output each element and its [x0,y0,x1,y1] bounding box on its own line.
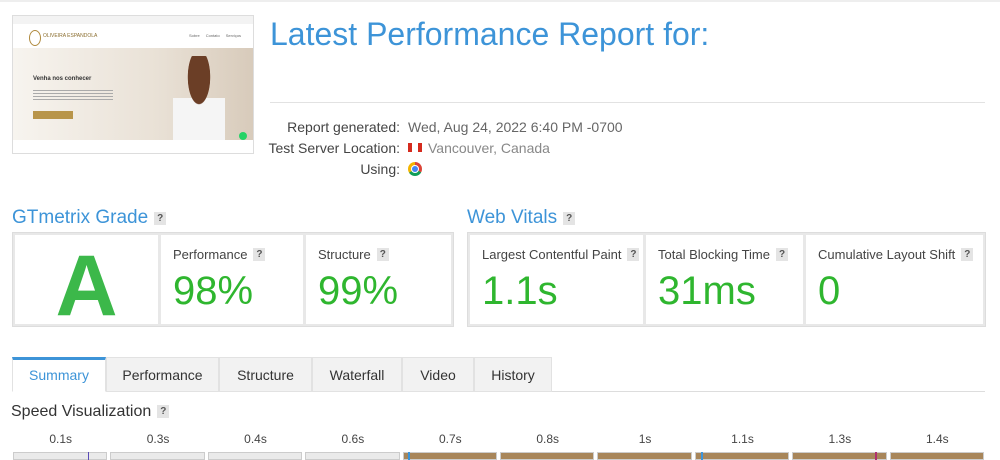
grade-letter: A [55,238,118,334]
time-label: 0.1s [49,432,73,446]
time-label: 1.3s [828,432,852,446]
metric-label: Structure? [318,247,389,262]
metric-value: 31ms [658,269,756,313]
help-icon[interactable]: ? [961,248,974,261]
metric-name: Cumulative Layout Shift [818,247,956,262]
metric-cell: Structure? 99% [306,235,451,324]
thumb-nav-item: Serviços [225,33,242,38]
tab[interactable]: Waterfall [312,357,402,392]
metric-name: Performance [173,247,248,262]
time-label: 0.7s [438,432,462,446]
thumb-person [173,56,225,140]
marker [408,452,410,460]
metric-label: Cumulative Layout Shift? [818,247,974,262]
chrome-icon [408,162,422,176]
time-label: 0.4s [244,432,267,446]
top-bar [0,0,1000,2]
thumb-headline: Venha nos conhecer [33,76,92,82]
metric-label: Total Blocking Time? [658,247,788,262]
page-title: Latest Performance Report for: [270,16,710,52]
marker [875,452,877,460]
metric-value: 98% [173,269,254,313]
metric-name: Largest Contentful Paint [482,247,622,262]
frame [207,452,303,460]
thumb-logo [29,30,41,46]
thumb-nav-item: Sobre [189,33,200,38]
grade-title: GTmetrix Grade [12,207,149,228]
chrome-center [412,166,418,172]
frame [694,452,790,460]
time-label: 0.3s [146,432,170,446]
tab[interactable]: History [474,357,552,392]
frame [500,452,595,460]
metric-value: 0 [818,269,841,313]
frame [792,452,887,460]
canada-flag [408,143,422,152]
tab[interactable]: Performance [106,357,219,392]
frame [110,452,205,460]
vitals-title: Web Vitals [467,207,558,228]
section-title: Speed Visualization? [11,403,170,421]
time-label: 0.6s [341,432,365,446]
frame [402,452,497,460]
time-label: 1.1s [731,432,754,446]
frame [889,452,984,460]
thumb-brand: OLIVEIRA ESPANDOLA [43,33,98,39]
thumb-text [33,88,113,102]
report-value: Wed, Aug 24, 2022 6:40 PM -0700 [408,119,623,135]
site-thumbnail[interactable]: OLIVEIRA ESPANDOLA Sobre Contato Serviço… [12,15,254,154]
report-value: Vancouver, Canada [428,140,550,156]
metric-label: Largest Contentful Paint? [482,247,640,262]
help-icon[interactable]: ? [627,248,640,261]
speed-title: Speed Visualization [11,403,152,420]
divider [270,102,985,103]
help-icon[interactable]: ? [253,248,266,261]
help-icon[interactable]: ? [154,212,167,225]
vitals-box: Largest Contentful Paint? 1.1s Total Blo… [467,232,986,327]
time-label: 1.4s [925,432,949,446]
report-label: Report generated: [287,119,400,135]
frame [13,452,108,460]
metric-cell: Total Blocking Time? 31ms [646,235,803,324]
tab[interactable]: Structure [219,357,312,392]
thumb-nav-item: Contato [205,33,220,38]
thumb-whatsapp [239,132,247,140]
time-label: 1s [638,432,652,446]
metric-label: Performance? [173,247,266,262]
help-icon[interactable]: ? [563,212,576,225]
grade-cell: A [15,235,158,334]
frame [305,452,400,460]
thumb-nav: Sobre Contato Serviços [189,33,241,38]
section-title: Web Vitals? [467,207,576,229]
metric-name: Total Blocking Time [658,247,770,262]
frame [597,452,692,460]
grade-box: A Performance? 98% Structure? 99% [12,232,454,334]
metric-cell: Cumulative Layout Shift? 0 [806,235,983,324]
thumb-button [33,111,73,119]
help-icon[interactable]: ? [376,248,389,261]
metric-value: 99% [318,269,399,313]
help-icon[interactable]: ? [776,248,788,261]
marker [88,452,89,460]
report-label: Using: [360,161,400,177]
tab[interactable]: Summary [12,357,106,392]
metric-cell: Largest Contentful Paint? 1.1s [470,235,643,324]
tab[interactable]: Video [402,357,474,392]
marker [701,452,703,460]
help-icon[interactable]: ? [157,405,170,418]
thumb-topbar [13,16,253,24]
section-title: GTmetrix Grade? [12,207,167,229]
metric-cell: Performance? 98% [161,235,303,324]
metric-value: 1.1s [482,269,558,313]
report-label: Test Server Location: [268,140,400,156]
metric-name: Structure [318,247,371,262]
time-label: 0.8s [536,432,560,446]
